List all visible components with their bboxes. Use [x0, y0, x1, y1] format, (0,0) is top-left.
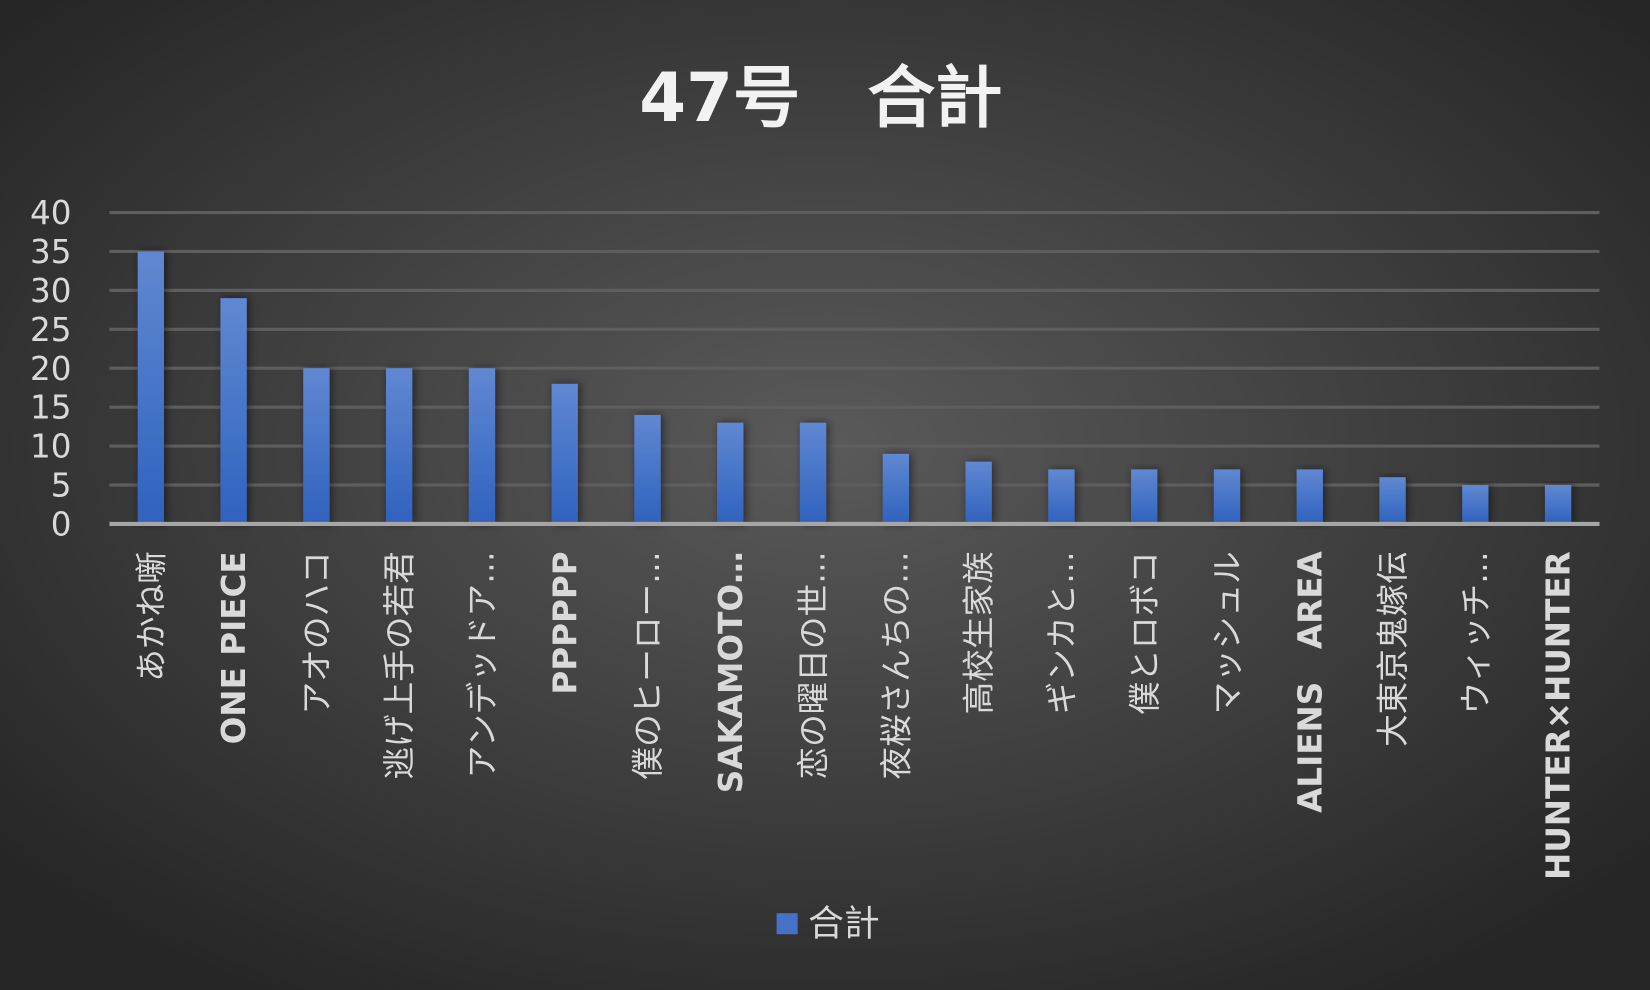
y-tick-label: 20: [30, 350, 72, 388]
x-tick-label: ONE PIECE: [215, 551, 253, 744]
bar: [882, 453, 910, 524]
x-tick-label: SAKAMOTO…: [712, 551, 750, 793]
x-tick-label: アンデッドア…: [464, 551, 502, 778]
bar: [799, 422, 827, 524]
bar: [137, 251, 164, 524]
bar: [1048, 469, 1075, 524]
bars: [137, 251, 1572, 524]
bar: [551, 383, 578, 524]
x-tick-label: アオのハコ: [298, 551, 336, 714]
x-tick-label: PPPPPP: [546, 551, 584, 694]
bar: [1379, 477, 1406, 524]
x-tick-label: 僕のヒーロー…: [629, 551, 667, 779]
x-tick-label: ALIENS AREA: [1291, 551, 1329, 813]
y-tick-label: 0: [51, 506, 72, 544]
bar: [303, 368, 330, 524]
legend: 合計: [776, 903, 880, 944]
bar: [717, 422, 744, 524]
y-tick-label: 5: [51, 467, 72, 505]
bar: [965, 461, 992, 524]
gridlines: [109, 210, 1600, 487]
bar: [1544, 485, 1572, 524]
x-tick-label: ギンカと…: [1043, 551, 1081, 714]
x-tick-label: 逃げ上手の若君: [381, 551, 419, 779]
x-tick-label: 恋の曜日の世…: [795, 551, 833, 779]
bar: [1131, 469, 1158, 524]
x-tick-label: マッシュル: [1209, 551, 1247, 714]
x-axis-ticks: あかね噺 ONE PIECE アオのハコ 逃げ上手の若君 アンデッドア… PPPPPP 僕の…: [132, 551, 1577, 880]
y-tick-label: 40: [30, 194, 72, 232]
bar: [220, 298, 247, 524]
bar: [1296, 469, 1323, 524]
bar: [386, 368, 413, 524]
bar: [1462, 485, 1489, 524]
x-tick-label: あかね噺: [132, 551, 170, 681]
chart-title: 47号 合計: [639, 59, 1002, 137]
x-tick-label: 僕とロボコ: [1126, 551, 1164, 714]
bar: [1213, 469, 1241, 524]
y-tick-label: 35: [30, 233, 72, 271]
x-tick-label: 大東京鬼嫁伝: [1374, 551, 1412, 747]
bar: [468, 368, 496, 524]
y-tick-label: 10: [30, 428, 72, 466]
y-tick-label: 25: [30, 311, 72, 349]
x-tick-label: ウィッチ…: [1457, 551, 1495, 714]
y-tick-label: 15: [30, 389, 72, 427]
x-tick-label: 高校生家族: [960, 551, 998, 714]
legend-swatch: [776, 913, 798, 935]
x-tick-label: 夜桜さんちの…: [877, 551, 915, 779]
x-tick-label: HUNTER×HUNTER: [1540, 551, 1578, 880]
y-tick-label: 30: [30, 272, 72, 310]
legend-label: 合計: [808, 903, 880, 944]
bar: [634, 414, 661, 524]
